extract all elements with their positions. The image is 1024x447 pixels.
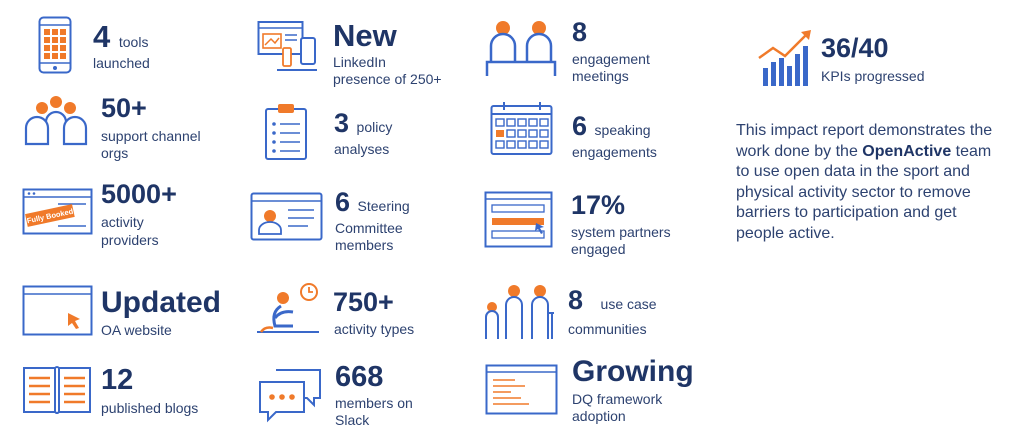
stat-label: use case [600,296,657,312]
yoga-clock-icon [257,283,319,333]
stat-value: 750+ [333,287,394,317]
stat-value: 6 Steering [335,187,410,217]
stat-label: OA website [101,322,172,338]
family-icon [485,285,554,339]
calendar-icon [490,102,553,155]
stat-label: Steering [357,198,410,214]
stat-value: 17% [571,190,626,220]
code-window-icon [485,364,558,415]
stat-value: 50+ [101,93,147,123]
stat-label: presence of 250+ [333,71,442,87]
stat-label: tools [118,34,149,50]
stat-value: 36/40 [821,33,889,63]
stat-value: 8 [572,17,588,47]
stat-value: 4 tools [93,19,149,54]
stat-label: meetings [572,68,629,84]
stat-value: 6 speaking [572,111,651,141]
stat-label: providers [101,232,159,248]
brand-name: OpenActive [862,142,952,160]
stat-label: launched [93,55,150,71]
stat-label: published blogs [101,400,199,416]
chat-bubbles-icon [259,369,321,423]
stat-value: Growing [572,355,694,388]
stat-label: policy [356,119,393,135]
stat-label: engagement [572,51,650,67]
stat-label: activity [101,214,144,230]
stat-label: analyses [334,141,390,157]
stat-label: members [335,237,394,253]
stat-value: 12 [101,364,134,396]
stat-label: Slack [335,412,370,428]
url-list-icon [484,191,553,248]
stat-value: Updated [101,286,221,319]
open-book-icon [23,366,91,414]
stat-value: 5000+ [101,179,177,209]
stat-label: communities [568,321,647,337]
stat-label: adoption [572,408,626,424]
stat-label: speaking [594,122,651,138]
devices-icon [257,21,317,71]
stat-value: 668 [335,361,384,393]
stat-value: 8 use case [568,285,657,315]
stat-value: 3 policy [334,108,393,138]
stat-label: activity types [334,321,415,337]
stat-label: members on [335,395,413,411]
browser-cursor-icon [22,285,93,336]
stat-value: New [333,18,397,53]
stat-label: DQ framework [572,391,663,407]
meeting-people-icon [485,21,557,76]
clipboard-checklist-icon [265,104,307,160]
booking-screen-icon: Fully Booked [22,188,93,235]
stat-label: engagements [572,144,657,160]
people-group-icon [24,96,88,146]
stat-label: Committee [335,220,403,236]
growth-chart-icon [758,30,811,86]
stat-label: engaged [571,241,626,257]
stat-label: system partners [571,224,671,240]
stat-label: LinkedIn [333,54,386,70]
phone-apps-icon [38,16,72,74]
id-card-icon [250,192,323,241]
stat-label: orgs [101,145,129,161]
intro-paragraph: This impact report demonstrates the work… [736,122,993,242]
stat-label: support channel [101,128,201,144]
stat-label: KPIs progressed [821,68,925,84]
